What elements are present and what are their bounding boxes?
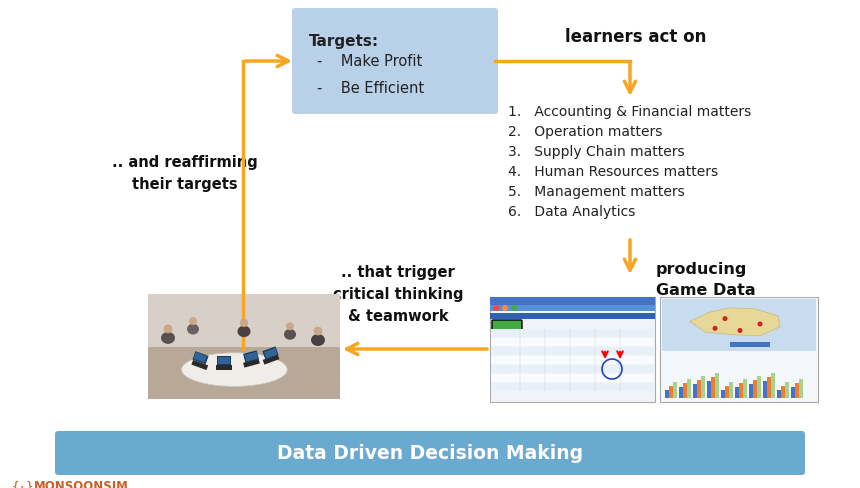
Bar bbox=[218, 357, 230, 364]
Text: learners act on: learners act on bbox=[565, 28, 707, 46]
Circle shape bbox=[286, 323, 294, 330]
Bar bbox=[243, 359, 260, 368]
Bar bbox=[687, 379, 691, 398]
Bar bbox=[490, 297, 655, 402]
Circle shape bbox=[493, 305, 499, 311]
Bar bbox=[711, 377, 715, 398]
Circle shape bbox=[240, 319, 249, 327]
Bar bbox=[218, 356, 231, 365]
Text: MONSOONSIM: MONSOONSIM bbox=[34, 479, 129, 488]
Bar bbox=[490, 297, 655, 305]
Circle shape bbox=[502, 305, 508, 311]
Bar bbox=[729, 382, 733, 398]
Ellipse shape bbox=[237, 326, 250, 337]
FancyBboxPatch shape bbox=[55, 431, 805, 475]
Bar bbox=[217, 365, 232, 370]
Text: 3.   Supply Chain matters: 3. Supply Chain matters bbox=[508, 145, 685, 159]
Bar bbox=[753, 380, 757, 398]
Bar bbox=[662, 299, 816, 351]
Bar bbox=[262, 346, 279, 360]
Bar bbox=[791, 387, 795, 398]
Bar bbox=[490, 313, 655, 319]
Text: Targets:: Targets: bbox=[309, 34, 379, 49]
Bar bbox=[725, 386, 728, 398]
Text: .. that trigger
critical thinking
& teamwork: .. that trigger critical thinking & team… bbox=[333, 264, 464, 324]
Bar bbox=[665, 390, 668, 398]
Bar bbox=[721, 390, 724, 398]
Bar bbox=[683, 383, 686, 398]
Bar bbox=[777, 390, 781, 398]
Bar bbox=[244, 352, 258, 362]
Bar bbox=[660, 297, 818, 402]
Bar bbox=[264, 348, 278, 359]
Bar bbox=[781, 386, 784, 398]
Ellipse shape bbox=[284, 329, 296, 340]
Bar bbox=[148, 294, 340, 399]
FancyBboxPatch shape bbox=[292, 9, 498, 115]
Text: {·}: {·} bbox=[12, 479, 34, 488]
Bar bbox=[767, 377, 771, 398]
Bar bbox=[799, 379, 802, 398]
Bar bbox=[693, 384, 697, 398]
Bar bbox=[148, 294, 340, 347]
Ellipse shape bbox=[311, 334, 325, 346]
Bar bbox=[194, 352, 207, 363]
Bar bbox=[491, 347, 654, 355]
Bar bbox=[192, 360, 208, 370]
Circle shape bbox=[722, 316, 728, 322]
Bar bbox=[673, 382, 677, 398]
Bar bbox=[491, 338, 654, 346]
Polygon shape bbox=[690, 308, 780, 336]
Bar bbox=[707, 381, 710, 398]
Bar bbox=[715, 373, 718, 398]
Bar bbox=[243, 350, 259, 363]
Bar bbox=[491, 374, 654, 382]
Text: 6.   Data Analytics: 6. Data Analytics bbox=[508, 204, 636, 219]
Circle shape bbox=[314, 327, 322, 336]
Circle shape bbox=[511, 305, 517, 311]
Bar bbox=[490, 305, 655, 311]
Bar bbox=[763, 381, 766, 398]
Bar bbox=[491, 365, 654, 373]
Bar bbox=[701, 376, 704, 398]
Bar bbox=[491, 356, 654, 364]
Circle shape bbox=[712, 326, 717, 331]
Text: producing
Game Data: producing Game Data bbox=[656, 262, 756, 297]
Bar bbox=[743, 379, 746, 398]
Text: 4.   Human Resources matters: 4. Human Resources matters bbox=[508, 164, 718, 179]
Text: .. and reaffirming
their targets: .. and reaffirming their targets bbox=[112, 155, 258, 192]
Ellipse shape bbox=[161, 332, 175, 344]
Bar bbox=[795, 383, 798, 398]
Text: 2.   Operation matters: 2. Operation matters bbox=[508, 125, 662, 139]
Circle shape bbox=[163, 325, 172, 334]
Text: -    Make Profit
-    Be Efficient: - Make Profit - Be Efficient bbox=[317, 54, 424, 96]
Bar bbox=[491, 329, 654, 337]
Bar bbox=[785, 382, 789, 398]
Bar bbox=[193, 351, 209, 365]
Text: Data Driven Decision Making: Data Driven Decision Making bbox=[277, 444, 583, 463]
Text: 5.   Management matters: 5. Management matters bbox=[508, 184, 685, 199]
Bar bbox=[262, 355, 280, 365]
Text: 1.   Accounting & Financial matters: 1. Accounting & Financial matters bbox=[508, 105, 752, 119]
Circle shape bbox=[189, 317, 197, 325]
Ellipse shape bbox=[187, 324, 199, 335]
Bar bbox=[749, 384, 752, 398]
Bar bbox=[739, 383, 742, 398]
FancyBboxPatch shape bbox=[492, 320, 522, 330]
Circle shape bbox=[758, 322, 763, 327]
Bar bbox=[697, 380, 701, 398]
Circle shape bbox=[738, 328, 742, 333]
Bar bbox=[771, 373, 775, 398]
Bar bbox=[757, 376, 760, 398]
Bar bbox=[491, 383, 654, 391]
Bar bbox=[679, 387, 683, 398]
Bar bbox=[735, 387, 739, 398]
Bar bbox=[730, 342, 770, 347]
Bar bbox=[669, 386, 673, 398]
Ellipse shape bbox=[181, 353, 287, 386]
